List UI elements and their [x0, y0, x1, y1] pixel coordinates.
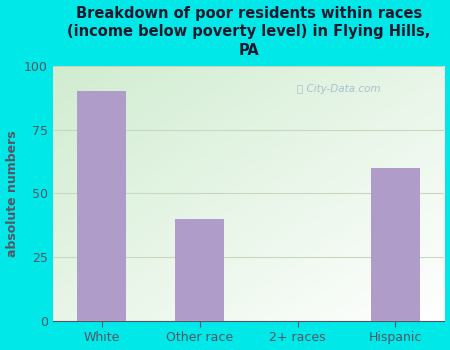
Title: Breakdown of poor residents within races
(income below poverty level) in Flying : Breakdown of poor residents within races…: [67, 6, 430, 58]
Bar: [175, 219, 224, 321]
Text: ⓘ City-Data.com: ⓘ City-Data.com: [297, 84, 381, 94]
Bar: [77, 91, 126, 321]
Bar: [371, 168, 420, 321]
Y-axis label: absolute numbers: absolute numbers: [5, 130, 18, 257]
